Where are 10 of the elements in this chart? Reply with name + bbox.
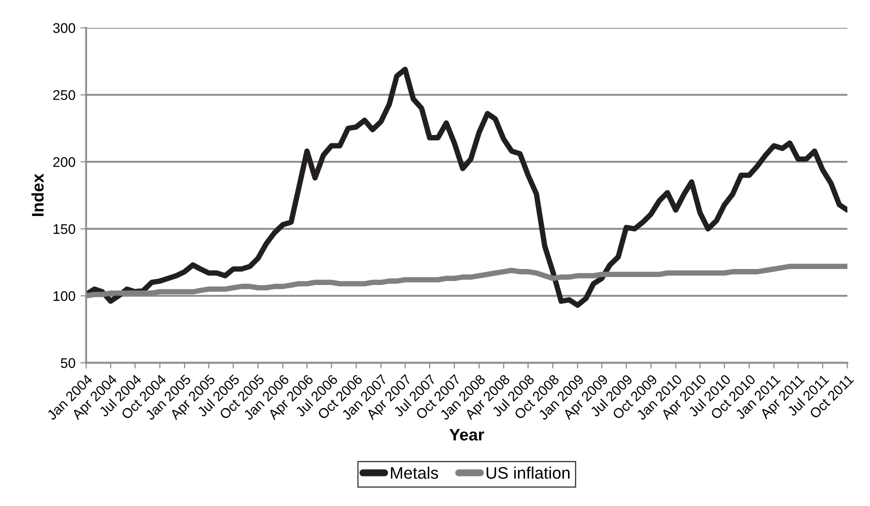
y-tick-label: 200 bbox=[53, 157, 76, 167]
legend-label: US inflation bbox=[486, 466, 570, 479]
y-tick-label: 250 bbox=[53, 90, 76, 100]
legend-label: Metals bbox=[390, 466, 438, 479]
x-axis-title: Year bbox=[449, 428, 484, 441]
y-tick-label: 150 bbox=[54, 224, 76, 234]
y-tick-label: 300 bbox=[53, 23, 76, 33]
y-tick-label: 50 bbox=[60, 358, 76, 368]
y-tick-label: 100 bbox=[54, 291, 76, 301]
y-axis-title: Index bbox=[31, 174, 44, 216]
